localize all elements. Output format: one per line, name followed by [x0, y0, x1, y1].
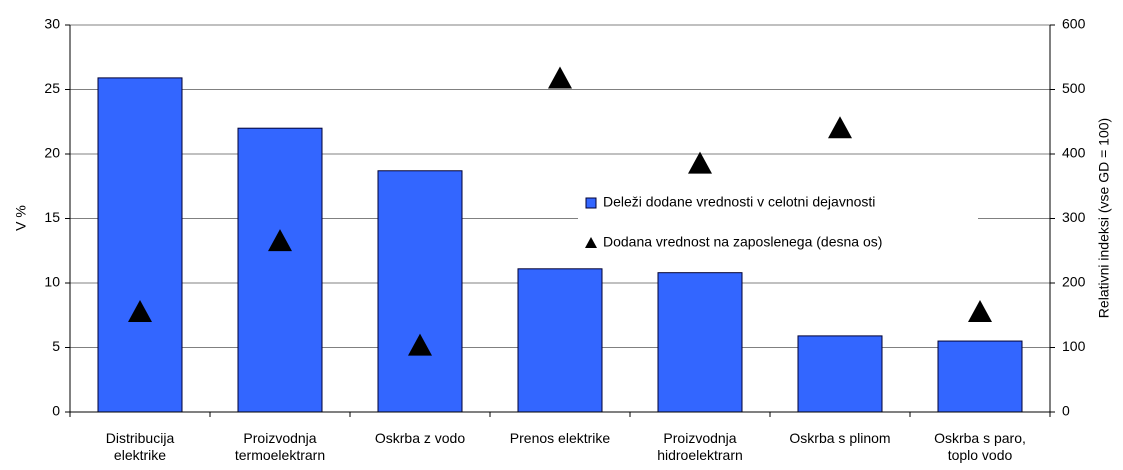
- x-tick-label: Oskrba z vodo: [374, 430, 466, 446]
- x-tick-label: Oskrba s paro, toplo vodo: [934, 430, 1026, 463]
- x-tick-label: Distribucija elektrike: [105, 430, 175, 463]
- y2-axis-label: Relativni indeksi (vse GD = 100): [1096, 118, 1112, 318]
- y-tick-label: 15: [44, 209, 60, 225]
- y2-tick-label: 200: [1062, 274, 1086, 290]
- y2-tick-label: 400: [1062, 145, 1086, 161]
- triangle-marker: [968, 300, 992, 323]
- triangle-marker: [128, 300, 152, 323]
- bar: [97, 77, 183, 413]
- triangle-marker: [408, 333, 432, 356]
- legend-swatch: [585, 197, 597, 209]
- y2-tick-label: 0: [1062, 403, 1070, 419]
- y-tick-label: 5: [52, 338, 60, 354]
- x-tick-label: Oskrba s plinom: [789, 430, 891, 446]
- x-tick-label: Proizvodnja hidroelektrarn: [657, 430, 743, 463]
- bar: [797, 335, 883, 413]
- x-tick-label: Proizvodnja termoelektrarn: [234, 430, 326, 463]
- legend-label: Deleži dodane vrednosti v celotni dejavn…: [603, 194, 875, 210]
- triangle-marker: [688, 151, 712, 174]
- legend-box: [578, 178, 978, 268]
- bar: [237, 127, 323, 413]
- triangle-marker: [268, 229, 292, 252]
- legend-label: Dodana vrednost na zaposlenega (desna os…: [603, 234, 882, 250]
- y-tick-label: 0: [52, 403, 60, 419]
- y2-tick-label: 100: [1062, 338, 1086, 354]
- y-axis-label: V %: [13, 205, 29, 231]
- bar: [657, 272, 743, 413]
- y2-tick-label: 600: [1062, 16, 1086, 32]
- y-tick-label: 20: [44, 145, 60, 161]
- y2-tick-label: 300: [1062, 209, 1086, 225]
- bar: [517, 268, 603, 413]
- bar: [937, 340, 1023, 413]
- triangle-marker: [828, 116, 852, 139]
- y-tick-label: 10: [44, 274, 60, 290]
- legend-swatch: [585, 237, 597, 248]
- y-tick-label: 30: [44, 16, 60, 32]
- bar: [377, 170, 463, 413]
- x-tick-label: Prenos elektrike: [509, 430, 611, 446]
- y2-tick-label: 500: [1062, 80, 1086, 96]
- y-tick-label: 25: [44, 80, 60, 96]
- triangle-marker: [548, 66, 572, 89]
